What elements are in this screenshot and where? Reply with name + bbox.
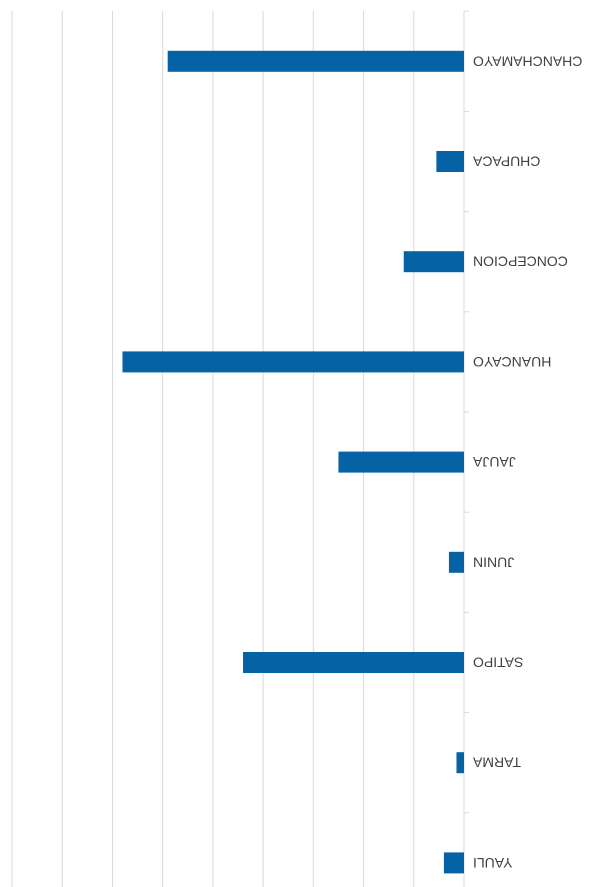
category-label-concepcion: CONCEPCION bbox=[473, 254, 568, 270]
category-label-chupaca: CHUPACA bbox=[472, 154, 540, 170]
bars bbox=[122, 50, 464, 874]
category-label-chanchamayo: CHANCHAMAYO bbox=[473, 53, 583, 69]
bar-concepcion bbox=[403, 251, 464, 273]
category-labels: YAULI TARMA SATIPO JUNIN JAUJA HUANCAYO CONCEP… bbox=[472, 53, 582, 871]
bar-jauja bbox=[338, 451, 464, 473]
category-label-jauja: JAUJA bbox=[472, 454, 515, 470]
category-label-tarma: TARMA bbox=[472, 755, 521, 771]
bar-junin bbox=[448, 551, 464, 573]
category-label-satipo: SATIPO bbox=[473, 655, 523, 671]
bar-yauli bbox=[443, 852, 464, 874]
category-label-yauli: YAULI bbox=[473, 855, 512, 871]
category-label-junin: JUNIN bbox=[473, 554, 514, 570]
gridlines bbox=[11, 11, 415, 887]
category-axis bbox=[463, 10, 469, 887]
bar-huancayo bbox=[122, 351, 464, 373]
category-label-huancayo: HUANCAYO bbox=[473, 354, 551, 370]
bar-chupaca bbox=[436, 151, 464, 172]
bar-tarma bbox=[456, 752, 464, 774]
bar-chanchamayo bbox=[167, 50, 464, 72]
bar-satipo bbox=[243, 652, 464, 673]
